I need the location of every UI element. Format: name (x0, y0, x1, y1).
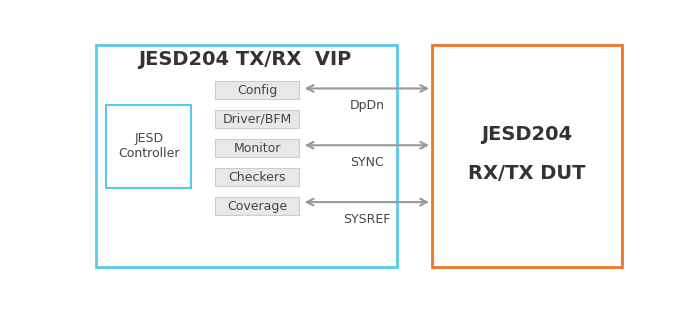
FancyBboxPatch shape (432, 45, 622, 268)
Text: Checkers: Checkers (228, 171, 286, 184)
Text: JESD204: JESD204 (482, 125, 573, 144)
Text: JESD
Controller: JESD Controller (118, 133, 180, 160)
FancyBboxPatch shape (106, 106, 190, 187)
FancyBboxPatch shape (215, 81, 299, 99)
FancyBboxPatch shape (215, 168, 299, 187)
FancyBboxPatch shape (215, 197, 299, 215)
Text: RX/TX DUT: RX/TX DUT (468, 164, 586, 182)
Text: SYNC: SYNC (350, 156, 384, 169)
FancyBboxPatch shape (215, 110, 299, 128)
Text: Config: Config (237, 84, 277, 97)
Text: DpDn: DpDn (349, 99, 384, 112)
Text: Driver/BFM: Driver/BFM (223, 113, 292, 126)
Text: SYSREF: SYSREF (343, 213, 391, 225)
Text: Monitor: Monitor (233, 142, 281, 155)
FancyBboxPatch shape (96, 45, 397, 268)
FancyBboxPatch shape (215, 139, 299, 157)
Text: Coverage: Coverage (227, 200, 287, 213)
Text: JESD204 TX/RX  VIP: JESD204 TX/RX VIP (138, 50, 351, 69)
